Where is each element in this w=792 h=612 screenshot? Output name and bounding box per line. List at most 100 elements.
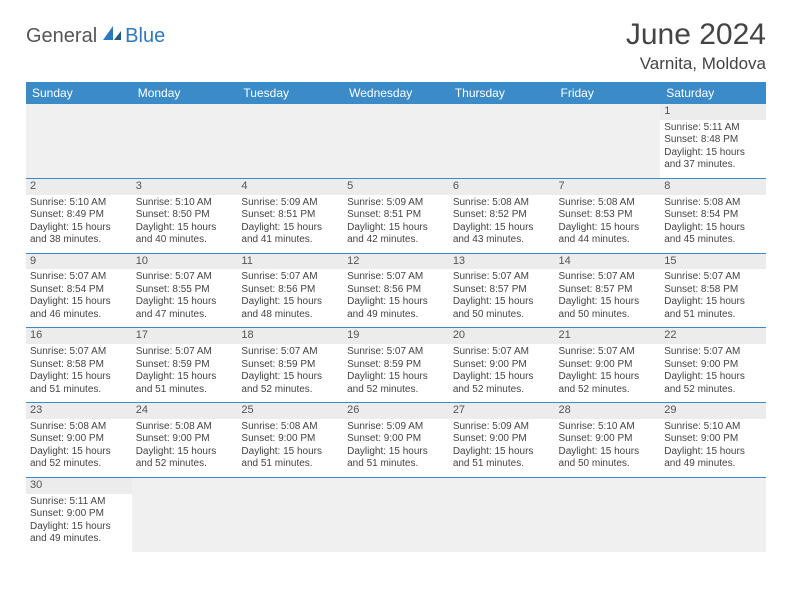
day-header: Saturday — [660, 82, 766, 104]
calendar-cell: 19Sunrise: 5:07 AMSunset: 8:59 PMDayligh… — [343, 328, 449, 403]
calendar-cell: 15Sunrise: 5:07 AMSunset: 8:58 PMDayligh… — [660, 253, 766, 328]
calendar-cell: 25Sunrise: 5:08 AMSunset: 9:00 PMDayligh… — [237, 403, 343, 478]
sunrise-text: Sunrise: 5:10 AM — [664, 421, 762, 434]
sunrise-text: Sunrise: 5:07 AM — [30, 271, 128, 284]
day-number: 14 — [555, 254, 661, 270]
sunrise-text: Sunrise: 5:10 AM — [30, 197, 128, 210]
sunrise-text: Sunrise: 5:10 AM — [136, 197, 234, 210]
daylight-text: Daylight: 15 hours and 37 minutes. — [664, 147, 762, 172]
day-number: 5 — [343, 179, 449, 195]
calendar-cell — [132, 104, 238, 178]
sunrise-text: Sunrise: 5:08 AM — [136, 421, 234, 434]
calendar-cell: 5Sunrise: 5:09 AMSunset: 8:51 PMDaylight… — [343, 178, 449, 253]
daylight-text: Daylight: 15 hours and 50 minutes. — [453, 296, 551, 321]
day-number: 3 — [132, 179, 238, 195]
calendar-week: 2Sunrise: 5:10 AMSunset: 8:49 PMDaylight… — [26, 178, 766, 253]
sunrise-text: Sunrise: 5:11 AM — [664, 122, 762, 135]
sunrise-text: Sunrise: 5:09 AM — [453, 421, 551, 434]
sunrise-text: Sunrise: 5:08 AM — [559, 197, 657, 210]
daylight-text: Daylight: 15 hours and 52 minutes. — [136, 446, 234, 471]
sunset-text: Sunset: 8:52 PM — [453, 209, 551, 222]
sunrise-text: Sunrise: 5:08 AM — [241, 421, 339, 434]
sunset-text: Sunset: 9:00 PM — [30, 433, 128, 446]
daylight-text: Daylight: 15 hours and 43 minutes. — [453, 222, 551, 247]
sunrise-text: Sunrise: 5:07 AM — [453, 271, 551, 284]
day-number: 27 — [449, 403, 555, 419]
calendar-cell — [132, 477, 238, 551]
sunrise-text: Sunrise: 5:07 AM — [241, 271, 339, 284]
daylight-text: Daylight: 15 hours and 51 minutes. — [136, 371, 234, 396]
daylight-text: Daylight: 15 hours and 52 minutes. — [347, 371, 445, 396]
day-number: 15 — [660, 254, 766, 270]
calendar-cell: 20Sunrise: 5:07 AMSunset: 9:00 PMDayligh… — [449, 328, 555, 403]
day-number: 24 — [132, 403, 238, 419]
day-header-row: Sunday Monday Tuesday Wednesday Thursday… — [26, 82, 766, 104]
day-number: 16 — [26, 328, 132, 344]
daylight-text: Daylight: 15 hours and 44 minutes. — [559, 222, 657, 247]
daylight-text: Daylight: 15 hours and 49 minutes. — [30, 521, 128, 546]
day-header: Friday — [555, 82, 661, 104]
calendar-cell: 12Sunrise: 5:07 AMSunset: 8:56 PMDayligh… — [343, 253, 449, 328]
calendar-week: 16 Sunrise: 5:07 AM Sunset: 8:58 PM Dayligh… — [26, 328, 766, 403]
calendar-cell: 17Sunrise: 5:07 AMSunset: 8:59 PMDayligh… — [132, 328, 238, 403]
sunrise-text: Sunrise: 5:09 AM — [347, 421, 445, 434]
daylight-text: Daylight: 15 hours and 52 minutes. — [241, 371, 339, 396]
sunset-text: Sunset: 8:58 PM — [664, 284, 762, 297]
sunset-text: Sunset: 8:58 PM — [30, 359, 128, 372]
day-header: Thursday — [449, 82, 555, 104]
sunset-text: Sunset: 8:54 PM — [664, 209, 762, 222]
sunrise-text: Sunrise: 5:08 AM — [30, 421, 128, 434]
calendar-week: 30Sunrise: 5:11 AMSunset: 9:00 PMDayligh… — [26, 477, 766, 551]
calendar-cell: 11Sunrise: 5:07 AMSunset: 8:56 PMDayligh… — [237, 253, 343, 328]
sunset-text: Sunset: 9:00 PM — [664, 359, 762, 372]
sunset-text: Sunset: 8:57 PM — [453, 284, 551, 297]
calendar-cell: 13Sunrise: 5:07 AMSunset: 8:57 PMDayligh… — [449, 253, 555, 328]
day-number: 29 — [660, 403, 766, 419]
calendar-cell: 22Sunrise: 5:07 AMSunset: 9:00 PMDayligh… — [660, 328, 766, 403]
day-number: 23 — [26, 403, 132, 419]
sunset-text: Sunset: 9:00 PM — [453, 433, 551, 446]
sunset-text: Sunset: 9:00 PM — [559, 359, 657, 372]
calendar-cell: 18Sunrise: 5:07 AMSunset: 8:59 PMDayligh… — [237, 328, 343, 403]
sunset-text: Sunset: 9:00 PM — [664, 433, 762, 446]
calendar-cell — [660, 477, 766, 551]
calendar-cell: 9Sunrise: 5:07 AMSunset: 8:54 PMDaylight… — [26, 253, 132, 328]
sunrise-text: Sunrise: 5:07 AM — [241, 346, 339, 359]
calendar-cell — [237, 477, 343, 551]
calendar-cell — [555, 104, 661, 178]
sunrise-text: Sunrise: 5:07 AM — [136, 346, 234, 359]
daylight-text: Daylight: 15 hours and 45 minutes. — [664, 222, 762, 247]
day-number: 10 — [132, 254, 238, 270]
sunset-text: Sunset: 8:53 PM — [559, 209, 657, 222]
calendar-cell — [555, 477, 661, 551]
sunrise-text: Sunrise: 5:07 AM — [664, 271, 762, 284]
sunrise-text: Sunrise: 5:07 AM — [453, 346, 551, 359]
sunset-text: Sunset: 9:00 PM — [136, 433, 234, 446]
daylight-text: Daylight: 15 hours and 51 minutes. — [241, 446, 339, 471]
calendar-cell — [237, 104, 343, 178]
calendar-cell: 8Sunrise: 5:08 AMSunset: 8:54 PMDaylight… — [660, 178, 766, 253]
calendar-cell: 24 Sunrise: 5:08 AMSunset: 9:00 PMDayligh… — [132, 403, 238, 478]
daylight-text: Daylight: 15 hours and 47 minutes. — [136, 296, 234, 321]
header: General Blue June 2024 Varnita, Moldova — [26, 18, 766, 74]
daylight-text: Daylight: 15 hours and 51 minutes. — [453, 446, 551, 471]
sunset-text: Sunset: 8:57 PM — [559, 284, 657, 297]
day-number: 22 — [660, 328, 766, 344]
sunset-text: Sunset: 8:59 PM — [241, 359, 339, 372]
day-number: 9 — [26, 254, 132, 270]
sunset-text: Sunset: 9:00 PM — [30, 508, 128, 521]
day-number: 1 — [660, 104, 766, 120]
calendar-week: 23Sunrise: 5:08 AMSunset: 9:00 PMDayligh… — [26, 403, 766, 478]
calendar-cell: 28Sunrise: 5:10 AMSunset: 9:00 PMDayligh… — [555, 403, 661, 478]
day-number: 11 — [237, 254, 343, 270]
day-header: Monday — [132, 82, 238, 104]
sunrise-text: Sunrise: 5:07 AM — [347, 271, 445, 284]
day-number: 25 — [237, 403, 343, 419]
calendar-cell: 30Sunrise: 5:11 AMSunset: 9:00 PMDayligh… — [26, 477, 132, 551]
sunrise-text: Sunrise: 5:11 AM — [30, 496, 128, 509]
sunrise-text: Sunrise: 5:07 AM — [136, 271, 234, 284]
sunset-text: Sunset: 8:51 PM — [347, 209, 445, 222]
brand-logo: General Blue — [26, 18, 165, 48]
calendar-cell: 7Sunrise: 5:08 AMSunset: 8:53 PMDaylight… — [555, 178, 661, 253]
sunrise-text: Sunrise: 5:07 AM — [347, 346, 445, 359]
